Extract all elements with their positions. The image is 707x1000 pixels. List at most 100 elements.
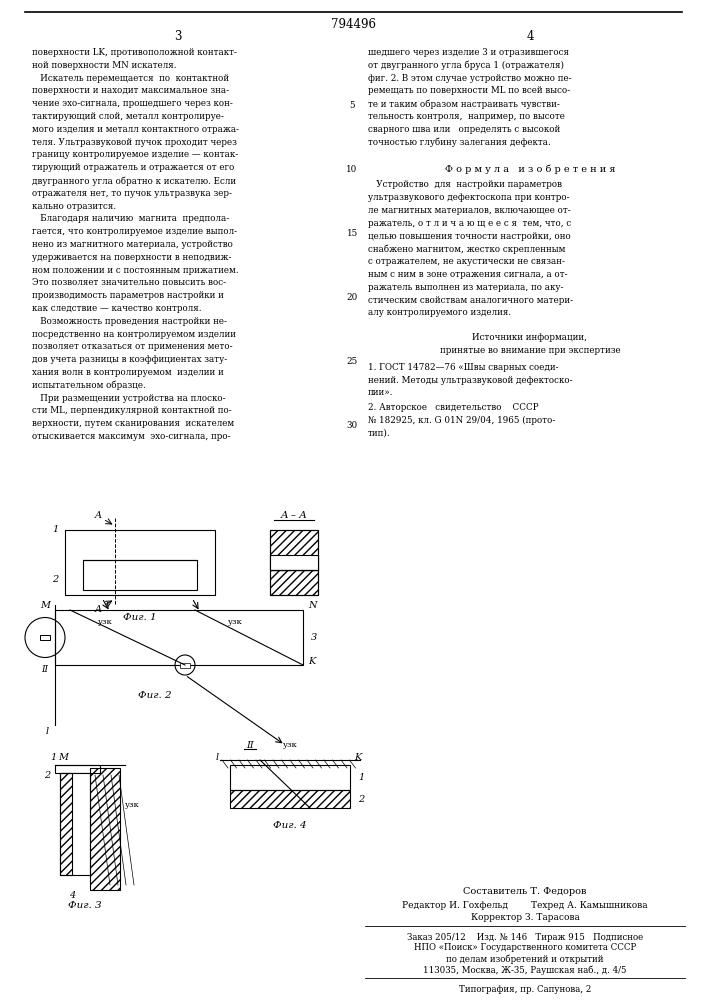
- Text: точностью глубину залегания дефекта.: точностью глубину залегания дефекта.: [368, 138, 551, 147]
- Text: Составитель Т. Федоров: Составитель Т. Федоров: [463, 888, 587, 896]
- Text: сти ML, перпендикулярной контактной по-: сти ML, перпендикулярной контактной по-: [32, 406, 232, 415]
- Text: 2. Авторское   свидетельство    СССР: 2. Авторское свидетельство СССР: [368, 403, 539, 412]
- Text: Ф о р м у л а   и з о б р е т е н и я: Ф о р м у л а и з о б р е т е н и я: [445, 164, 615, 174]
- Bar: [90, 768, 120, 890]
- Text: узк: узк: [98, 618, 112, 626]
- Text: испытательном образце.: испытательном образце.: [32, 381, 146, 390]
- Text: производимость параметров настройки и: производимость параметров настройки и: [32, 291, 224, 300]
- Text: поверхности и находит максимальное зна-: поверхности и находит максимальное зна-: [32, 86, 229, 95]
- Text: l: l: [45, 727, 49, 736]
- Text: шедшего через изделие 3 и отразившегося: шедшего через изделие 3 и отразившегося: [368, 48, 569, 57]
- Text: НПО «Поиск» Государственного комитета СССР: НПО «Поиск» Государственного комитета СС…: [414, 944, 636, 952]
- Bar: [270, 555, 318, 570]
- Bar: [55, 610, 303, 665]
- Text: M: M: [58, 752, 68, 762]
- Text: 1: 1: [50, 752, 56, 762]
- Text: тактирующий слой, металл контролируе-: тактирующий слой, металл контролируе-: [32, 112, 224, 121]
- Text: 3: 3: [311, 633, 317, 642]
- Text: M: M: [40, 600, 50, 609]
- Text: целью повышения точности настройки, оно: целью повышения точности настройки, оно: [368, 232, 571, 241]
- Bar: [230, 790, 350, 808]
- Text: ражатель выполнен из материала, по аку-: ражатель выполнен из материала, по аку-: [368, 283, 563, 292]
- Text: 113035, Москва, Ж-35, Раушская наб., д. 4/5: 113035, Москва, Ж-35, Раушская наб., д. …: [423, 965, 626, 975]
- Text: мого изделия и металл контактного отража-: мого изделия и металл контактного отража…: [32, 125, 239, 134]
- Bar: [90, 768, 120, 890]
- Text: кально отразится.: кально отразится.: [32, 202, 116, 211]
- Text: узк: узк: [125, 801, 140, 809]
- Text: K: K: [308, 658, 315, 666]
- Text: ражатель, о т л и ч а ю щ е е с я  тем, что, с: ражатель, о т л и ч а ю щ е е с я тем, ч…: [368, 219, 571, 228]
- Text: Искатель перемещается  по  контактной: Искатель перемещается по контактной: [32, 74, 229, 83]
- Text: Источники информации,: Источники информации,: [472, 333, 588, 342]
- Text: с отражателем, не акустически не связан-: с отражателем, не акустически не связан-: [368, 257, 565, 266]
- Text: снабжено магнитом, жестко скрепленным: снабжено магнитом, жестко скрепленным: [368, 244, 566, 254]
- Text: 794496: 794496: [330, 17, 375, 30]
- Text: от двугранного угла бруса 1 (отражателя): от двугранного угла бруса 1 (отражателя): [368, 61, 564, 70]
- Text: 2: 2: [44, 770, 50, 780]
- Text: поверхности LK, противоположной контакт-: поверхности LK, противоположной контакт-: [32, 48, 237, 57]
- Text: Типография, пр. Сапунова, 2: Типография, пр. Сапунова, 2: [459, 984, 591, 994]
- Bar: [60, 773, 72, 875]
- Bar: [270, 570, 318, 595]
- Text: по делам изобретений и открытий: по делам изобретений и открытий: [446, 954, 604, 964]
- Text: принятые во внимание при экспертизе: принятые во внимание при экспертизе: [440, 346, 620, 355]
- Text: Возможность проведения настройки не-: Возможность проведения настройки не-: [32, 317, 227, 326]
- Text: Заказ 205/12    Изд. № 146   Тираж 915   Подписное: Заказ 205/12 Изд. № 146 Тираж 915 Подпис…: [407, 932, 643, 942]
- Text: 20: 20: [346, 293, 358, 302]
- Text: ном положении и с постоянным прижатием.: ном положении и с постоянным прижатием.: [32, 266, 238, 275]
- Text: 3: 3: [174, 30, 182, 43]
- Text: II: II: [42, 666, 49, 674]
- Bar: [60, 773, 72, 875]
- Text: K: K: [354, 752, 361, 762]
- Text: узк: узк: [228, 618, 243, 626]
- Bar: [270, 530, 318, 570]
- Text: хания волн в контролируемом  изделии и: хания волн в контролируемом изделии и: [32, 368, 223, 377]
- Text: гается, что контролируемое изделие выпол-: гается, что контролируемое изделие выпол…: [32, 227, 237, 236]
- Text: Устройство  для  настройки параметров: Устройство для настройки параметров: [368, 180, 562, 189]
- Text: тельность контроля,  например, по высоте: тельность контроля, например, по высоте: [368, 112, 565, 121]
- Text: дов учета разницы в коэффициентах зату-: дов учета разницы в коэффициентах зату-: [32, 355, 227, 364]
- Text: Фиг. 1: Фиг. 1: [123, 612, 157, 621]
- Text: алу контролируемого изделия.: алу контролируемого изделия.: [368, 308, 511, 317]
- Text: границу контролируемое изделие — контак-: границу контролируемое изделие — контак-: [32, 150, 238, 159]
- Text: нений. Методы ультразвуковой дефектоско-: нений. Методы ультразвуковой дефектоско-: [368, 376, 573, 385]
- Text: отыскивается максимум  эхо-сигнала, про-: отыскивается максимум эхо-сигнала, про-: [32, 432, 230, 441]
- Text: A – A: A – A: [281, 512, 308, 520]
- Text: ле магнитных материалов, включающее от-: ле магнитных материалов, включающее от-: [368, 206, 571, 215]
- Text: 1: 1: [52, 526, 58, 534]
- Text: ремещать по поверхности ML по всей высо-: ремещать по поверхности ML по всей высо-: [368, 86, 571, 95]
- Text: Фиг. 4: Фиг. 4: [273, 822, 307, 830]
- Bar: [180, 663, 190, 668]
- Text: ной поверхности MN искателя.: ной поверхности MN искателя.: [32, 61, 177, 70]
- Bar: [230, 790, 350, 808]
- Text: 5: 5: [349, 101, 355, 110]
- Text: ультразвукового дефектоскопа при контро-: ультразвукового дефектоскопа при контро-: [368, 193, 570, 202]
- Text: 30: 30: [346, 421, 358, 430]
- Text: 4: 4: [69, 890, 75, 900]
- Text: 10: 10: [346, 165, 358, 174]
- Text: фиг. 2. В этом случае устройство можно пе-: фиг. 2. В этом случае устройство можно п…: [368, 74, 572, 83]
- Text: ным с ним в зоне отражения сигнала, а от-: ным с ним в зоне отражения сигнала, а от…: [368, 270, 568, 279]
- Bar: [55, 765, 100, 773]
- Text: 25: 25: [346, 357, 358, 366]
- Text: Это позволяет значительно повысить вос-: Это позволяет значительно повысить вос-: [32, 278, 226, 287]
- Text: сварного шва или   определять с высокой: сварного шва или определять с высокой: [368, 125, 560, 134]
- Text: При размещении устройства на плоско-: При размещении устройства на плоско-: [32, 394, 226, 403]
- Text: пии».: пии».: [368, 388, 393, 397]
- Bar: [60, 773, 90, 875]
- Text: 2: 2: [358, 794, 364, 804]
- Text: A: A: [95, 604, 102, 613]
- Text: теля. Ультразвуковой пучок проходит через: теля. Ультразвуковой пучок проходит чере…: [32, 138, 237, 147]
- Text: удерживается на поверхности в неподвиж-: удерживается на поверхности в неподвиж-: [32, 253, 231, 262]
- Text: 1: 1: [358, 773, 364, 782]
- Text: нено из магнитного материала, устройство: нено из магнитного материала, устройство: [32, 240, 233, 249]
- Text: 2: 2: [52, 576, 58, 584]
- Text: те и таким образом настраивать чувстви-: те и таким образом настраивать чувстви-: [368, 99, 560, 109]
- Text: Редактор И. Гохфельд        Техред А. Камышникова: Редактор И. Гохфельд Техред А. Камышнико…: [402, 902, 648, 910]
- Text: 1. ГОСТ 14782—76 «Швы сварных соеди-: 1. ГОСТ 14782—76 «Швы сварных соеди-: [368, 363, 559, 372]
- Text: как следствие — качество контроля.: как следствие — качество контроля.: [32, 304, 201, 313]
- Text: посредственно на контролируемом изделии: посредственно на контролируемом изделии: [32, 330, 236, 339]
- Text: N: N: [308, 600, 317, 609]
- Text: Фиг. 3: Фиг. 3: [68, 900, 102, 910]
- Text: чение эхо-сигнала, прошедшего через кон-: чение эхо-сигнала, прошедшего через кон-: [32, 99, 233, 108]
